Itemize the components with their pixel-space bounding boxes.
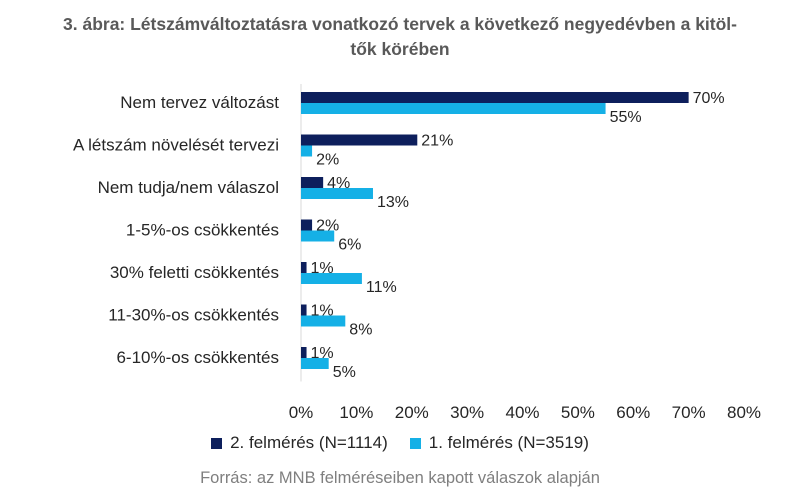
bar-series-1 <box>301 230 335 242</box>
legend-label-series-1: 1. felmérés (N=3519) <box>428 433 589 452</box>
data-label: 8% <box>349 322 372 339</box>
bar-series-1 <box>301 103 606 114</box>
data-label: 2% <box>316 218 339 235</box>
data-label: 4% <box>327 175 350 192</box>
x-tick-label: 0% <box>289 403 314 422</box>
x-tick-label: 10% <box>339 403 373 422</box>
bar-series-2 <box>301 347 307 358</box>
bar-series-2 <box>301 92 689 103</box>
bar-series-1 <box>301 315 346 327</box>
category-label: 30% feletti csökkentés <box>110 263 279 282</box>
bar-series-2 <box>301 262 307 273</box>
category-label: 1-5%-os csökkentés <box>126 221 279 240</box>
source-note: Forrás: az MNB felméréseiben kapott vála… <box>200 469 600 487</box>
bar-series-1 <box>301 273 362 284</box>
data-label: 55% <box>610 109 642 126</box>
x-tick-label: 60% <box>616 403 650 422</box>
data-label: 2% <box>316 152 339 169</box>
bar-series-1 <box>301 188 373 199</box>
bar-series-2 <box>301 177 324 188</box>
bar-series-1 <box>301 358 329 369</box>
category-label: Nem tervez változást <box>120 93 279 112</box>
category-label: 6-10%-os csökkentés <box>116 348 279 367</box>
data-label: 13% <box>377 194 409 211</box>
legend-item-series-2: 2. felmérés (N=1114) <box>211 433 388 453</box>
legend-item-series-1: 1. felmérés (N=3519) <box>409 433 589 453</box>
bar-series-2 <box>301 304 307 316</box>
x-tick-label: 20% <box>395 403 429 422</box>
category-label: A létszám növelését tervezi <box>73 136 279 155</box>
x-tick-label: 30% <box>450 403 484 422</box>
x-tick-label: 40% <box>505 403 539 422</box>
legend-swatch-series-1 <box>409 437 421 449</box>
category-label: Nem tudja/nem válaszol <box>98 178 279 197</box>
data-label: 5% <box>333 364 356 381</box>
chart-title: 3. ábra: Létszámváltoztatásra vonatkozó … <box>10 12 790 62</box>
data-label: 6% <box>338 237 361 254</box>
x-tick-label: 50% <box>561 403 595 422</box>
bar-series-1 <box>301 145 313 157</box>
data-label: 1% <box>311 260 334 277</box>
data-label: 70% <box>693 90 725 107</box>
legend-label-series-2: 2. felmérés (N=1114) <box>230 433 388 452</box>
legend-swatch-series-2 <box>211 437 223 449</box>
bar-series-2 <box>301 219 313 231</box>
chart-title-line-2: tők körében <box>350 39 450 59</box>
chart-title-line-1: 3. ábra: Létszámváltoztatásra vonatkozó … <box>63 14 737 34</box>
x-tick-label: 70% <box>672 403 706 422</box>
data-label: 21% <box>421 133 453 150</box>
data-label: 1% <box>311 303 334 320</box>
category-label: 11-30%-os csökkentés <box>108 306 279 325</box>
legend: 2. felmérés (N=1114) 1. felmérés (N=3519… <box>0 433 800 453</box>
bar-series-2 <box>301 134 418 146</box>
data-label: 1% <box>311 345 334 362</box>
x-tick-label: 80% <box>727 403 761 422</box>
data-label: 11% <box>366 279 397 296</box>
